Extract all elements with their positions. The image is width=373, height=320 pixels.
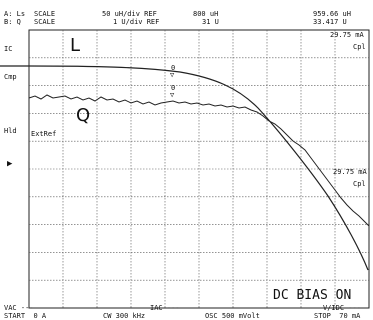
marker-a-value: 959.66 uH — [313, 10, 351, 18]
trace-q-line — [28, 94, 370, 227]
trace-l-label: L — [70, 35, 81, 56]
osc-value: OSC 500 mVolt — [205, 312, 260, 320]
marker-b-icon: ▽ — [170, 91, 175, 99]
marker-a-icon: ▽ — [170, 71, 175, 79]
hld-label: Hld — [4, 127, 17, 135]
graph-top-value: 29.75 mA — [330, 31, 364, 39]
cmp-label: Cmp — [4, 73, 17, 81]
extref-label: ExtRef — [31, 130, 57, 138]
trace-q-label: Q — [76, 105, 91, 126]
trace-a-label: A: Ls — [4, 10, 26, 18]
marker-number-b: 0 — [171, 84, 176, 92]
trace-b-label: B: Q — [4, 18, 21, 26]
ref-a-value: 800 uH — [193, 10, 219, 18]
graph-mid-value: 29.75 mA — [333, 168, 367, 176]
vidc-status: V/IDC --- — [323, 304, 361, 312]
graph-grid — [29, 30, 369, 308]
scale-a-value: 50 uH/div REF — [102, 10, 157, 18]
marker-number-a: 0 — [171, 64, 176, 72]
cw-value: CW 300 kHz — [103, 312, 146, 320]
stop-value: STOP 70 mA — [314, 312, 361, 320]
ic-label: IC — [4, 45, 13, 53]
graph-top-mode: Cpl — [353, 43, 366, 51]
vac-status: VAC --- — [4, 304, 34, 312]
graph-mid-mode: Cpl — [353, 180, 366, 188]
dc-bias-banner: DC BIAS ON — [273, 288, 352, 303]
pointer-icon: ▶ — [7, 159, 13, 169]
iac-status: IAC --- — [150, 304, 180, 312]
ref-b-value: 31 U — [202, 18, 219, 26]
scale-b-value: 1 U/div REF — [113, 18, 160, 26]
scale-a-label: SCALE — [34, 10, 56, 18]
scale-b-label: SCALE — [34, 18, 56, 26]
trace-l-line — [0, 65, 369, 271]
start-value: START 0 A — [4, 312, 47, 320]
marker-b-value: 33.417 U — [313, 18, 347, 26]
